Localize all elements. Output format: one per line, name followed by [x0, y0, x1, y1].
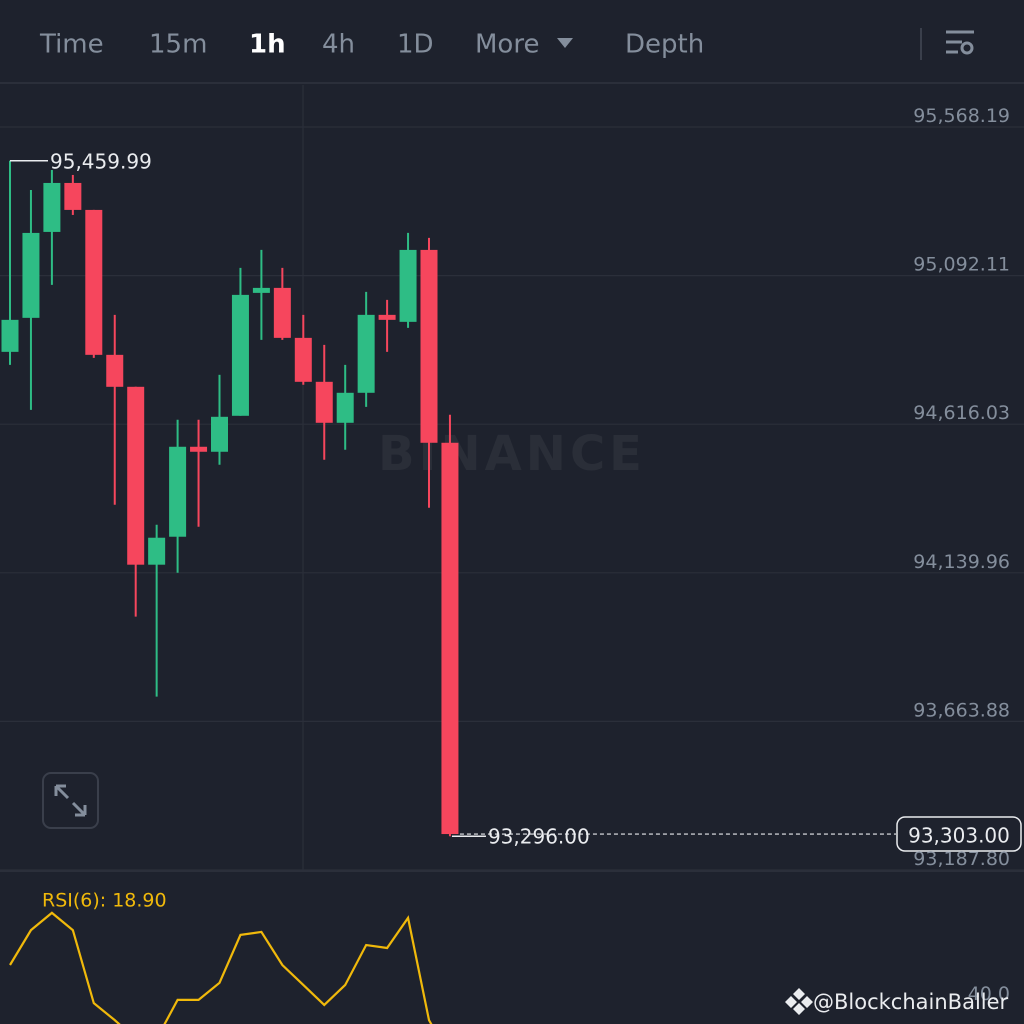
candle-body: [273, 287, 291, 338]
candle-body: [43, 182, 61, 232]
low-marker-label: 93,296.00: [488, 825, 590, 849]
candle-body: [106, 354, 124, 387]
last-price-label: 93,303.00: [908, 824, 1010, 848]
rsi-line: [9, 911, 433, 1024]
high-marker-label: 95,459.99: [50, 149, 152, 173]
rsi-tick-label: 40.0: [968, 983, 1010, 1005]
rsi-title: RSI(6): 18.90: [42, 890, 167, 912]
candle-body: [378, 314, 396, 320]
tab[interactable]: 1D: [397, 30, 434, 60]
candle-body: [1, 319, 19, 352]
tab[interactable]: Depth: [625, 30, 704, 60]
candle-body: [399, 249, 417, 322]
y-tick-label: 93,187.80: [913, 848, 1010, 870]
candles: [1, 160, 459, 837]
candle-body: [231, 294, 249, 416]
last-price-box: [896, 816, 1022, 852]
candle-body: [190, 446, 208, 452]
tab-active[interactable]: 1h: [249, 30, 286, 60]
tab[interactable]: More: [475, 30, 539, 60]
y-tick-label: 93,663.88: [913, 699, 1010, 721]
candle-body: [22, 232, 40, 318]
y-tick-label: 94,616.03: [913, 402, 1010, 424]
candle-body: [336, 392, 354, 423]
candle-body: [85, 209, 103, 355]
candle-body: [211, 416, 228, 452]
toolbar: Time 15m 1h 4h 1D More Depth: [0, 28, 1024, 84]
rsi-panel: RSI(6): 18.90 40.0: [9, 890, 1010, 1024]
tab[interactable]: 15m: [149, 30, 207, 60]
candle-body: [294, 337, 312, 382]
price-markers: 95,459.99 93,296.00 93,303.00: [10, 149, 1022, 852]
tab[interactable]: Time: [39, 30, 104, 60]
candle-body: [169, 446, 187, 537]
tab[interactable]: 4h: [322, 30, 355, 60]
y-tick-label: 94,139.96: [913, 551, 1010, 573]
candle-body: [64, 182, 82, 210]
expand-button[interactable]: [42, 772, 99, 829]
candle-body: [420, 249, 438, 443]
candle-body: [315, 381, 333, 423]
candle-body: [127, 386, 145, 565]
candle-body: [441, 442, 459, 835]
y-tick-label: 95,568.19: [913, 105, 1010, 127]
candle-body: [148, 537, 166, 565]
candle-body: [252, 287, 270, 293]
candle-body: [357, 314, 375, 393]
credit: @BlockchainBaller: [785, 988, 1009, 1015]
watermark: BINANCE: [378, 426, 646, 482]
credit-text: @BlockchainBaller: [813, 990, 1009, 1014]
y-tick-label: 95,092.11: [913, 254, 1010, 276]
settings-icon[interactable]: [946, 30, 974, 55]
dropdown-arrow: [557, 38, 573, 48]
